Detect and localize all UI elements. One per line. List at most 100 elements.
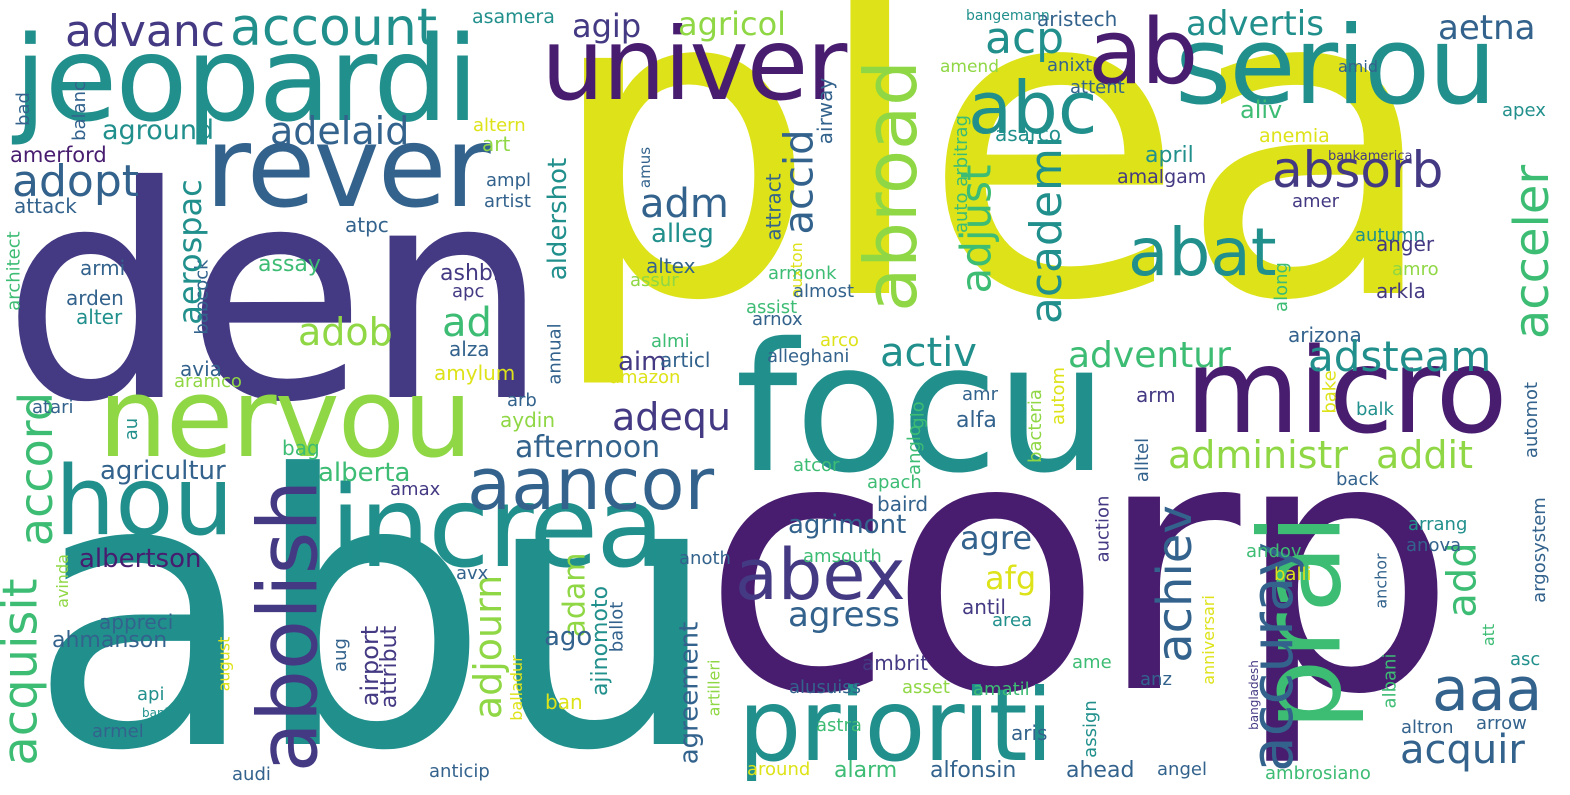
word: around [747,759,811,780]
word: argosystem [1528,497,1550,603]
word: bad [12,92,34,126]
word: august [214,636,234,692]
word: amazon [609,367,681,388]
word: anz [1140,669,1172,690]
word: armel [92,721,144,742]
word: den [2,123,550,467]
word: aground [102,115,215,146]
word: agress [788,595,900,635]
word: altern [473,115,526,136]
word: armonk [768,263,837,284]
word: anemia [1259,125,1330,147]
word: acceler [1504,164,1561,340]
word: aetna [1438,8,1536,48]
word: almost [793,281,855,302]
word: assay [258,252,321,277]
word: amalgam [1117,166,1207,188]
word: abolish [241,479,337,773]
word: aliv [1240,96,1283,124]
word: aristech [1037,7,1118,31]
word: ab [1088,0,1198,105]
word: amro [1392,259,1439,280]
word: amus [636,146,655,189]
word: autumn [1355,225,1425,246]
word: ashbi [440,261,499,286]
word: seriou [1175,4,1497,129]
word: bag [282,436,320,460]
word: andov [1246,541,1302,562]
word: arm [1136,383,1176,407]
word: abex [735,534,906,616]
word: amax [390,479,441,500]
word: armi [80,256,126,280]
word: alfonsin [930,758,1017,783]
word: rever [205,103,491,233]
word: adsteam [1308,332,1492,381]
word: acquisit [0,578,49,766]
word: afg [985,559,1037,597]
word: automot [1521,381,1543,459]
word: anglo [903,425,925,475]
word: altron [1401,717,1454,738]
word: ame [1072,652,1112,673]
word: albertson [79,544,202,574]
word: ambrit [862,651,929,675]
word: abroad [848,60,933,312]
word: autom [1048,366,1070,426]
word: bangemann [966,8,1050,24]
word: airway [813,77,838,145]
word: achiev [1146,505,1203,663]
word: apex [1502,100,1546,121]
word: ballot [606,601,628,653]
word: activ [880,330,977,376]
word: abat [1128,214,1277,291]
word: aydin [500,408,556,432]
word: albani [1379,653,1401,709]
word: along [1270,262,1292,312]
word: anniversari [1198,595,1218,685]
word: artilleri [704,659,724,717]
word: asamera [472,6,555,28]
word: alusuiss [789,677,861,698]
word: balanc [68,81,90,141]
word: audi [232,764,271,785]
word: amend [940,57,1000,77]
word: arden [66,286,124,310]
word: afternoon [515,430,661,465]
word: adm [640,181,729,227]
word: nervou [98,354,473,482]
word: area [992,610,1033,631]
word: attract [761,173,786,241]
word: arkla [1376,279,1426,303]
word: atari [32,397,74,418]
word: ahead [1066,758,1135,783]
word: antil [962,595,1006,619]
word: atcor [793,455,840,476]
word: academi [1021,135,1073,325]
word: anchor [1371,553,1391,609]
word: anova [1406,535,1462,556]
word: arizona [1288,323,1362,347]
word: jeopardi [14,10,479,148]
word: alza [449,337,490,361]
word: alberta [318,458,411,488]
word: auction [1092,495,1114,563]
word: assist [746,297,798,318]
word: advertis [1186,4,1324,44]
word: ago [544,622,593,652]
word: adjust [951,164,1001,294]
word: asset [902,677,950,698]
word: attent [1070,77,1125,98]
word: api [137,684,165,705]
word: apach [867,472,922,493]
word: increa [330,463,665,593]
word: arrow [1476,713,1527,734]
word: adopt [12,156,139,207]
word: arrang [1408,514,1468,535]
word: appreci [99,610,174,634]
word: agricultur [100,456,226,486]
word: attack [14,194,77,218]
word: asc [1510,649,1541,670]
word: account [230,0,438,58]
word: abc [968,66,1098,150]
